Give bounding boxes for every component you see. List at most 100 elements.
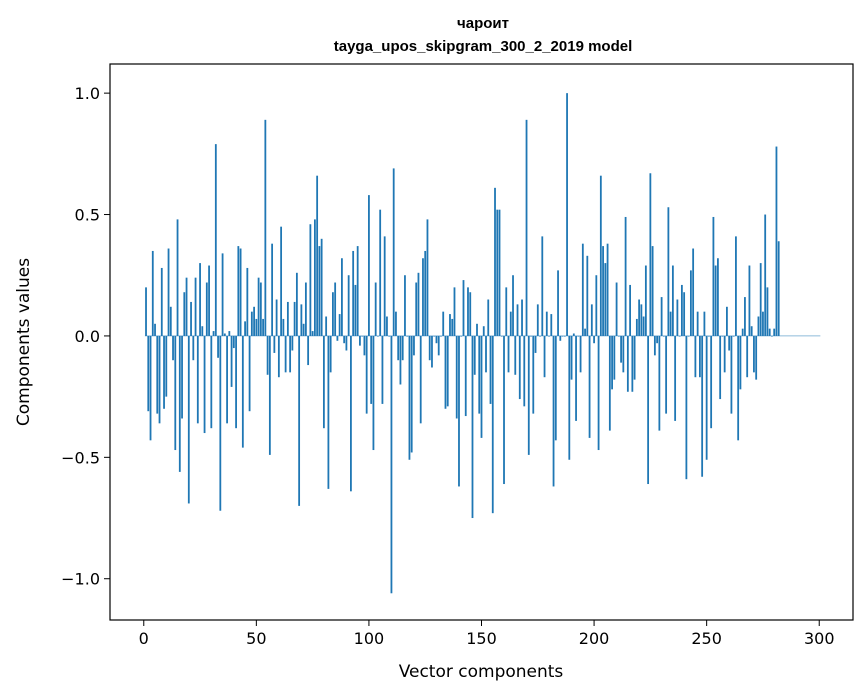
bar-126 xyxy=(426,219,429,336)
bar-161 xyxy=(505,287,508,336)
bar-87 xyxy=(338,314,341,336)
bar-208 xyxy=(611,335,613,390)
bar-184 xyxy=(557,270,559,336)
bar-281 xyxy=(775,146,778,336)
bar-61 xyxy=(280,226,283,336)
bar-124 xyxy=(422,258,424,336)
bar-10 xyxy=(165,335,168,397)
bar-172 xyxy=(530,335,532,337)
bar-141 xyxy=(460,335,463,337)
bar-229 xyxy=(658,335,661,431)
bar-22 xyxy=(192,335,195,361)
bar-267 xyxy=(744,297,746,336)
bar-213 xyxy=(622,335,625,373)
bar-258 xyxy=(723,335,726,373)
bar-114 xyxy=(399,335,402,385)
bar-6 xyxy=(156,335,159,414)
bar-265 xyxy=(739,335,742,390)
bar-200 xyxy=(593,335,595,344)
bar-177 xyxy=(541,236,544,336)
bar-182 xyxy=(552,335,555,487)
x-axis-label: Vector components xyxy=(399,662,564,682)
bar-260 xyxy=(728,335,731,351)
bar-259 xyxy=(726,306,728,336)
bar-12 xyxy=(169,306,172,336)
bar-244 xyxy=(692,248,695,336)
bar-153 xyxy=(487,299,490,336)
bar-168 xyxy=(521,299,523,336)
x-tick-label-50: 50 xyxy=(246,629,266,648)
bar-27 xyxy=(203,335,206,434)
x-tick-label-300: 300 xyxy=(804,629,835,648)
bar-147 xyxy=(473,335,476,375)
bar-53 xyxy=(262,318,264,336)
bar-187 xyxy=(563,335,566,337)
bar-103 xyxy=(374,282,377,336)
bar-272 xyxy=(755,335,758,380)
bar-18 xyxy=(183,292,186,336)
bar-204 xyxy=(602,246,604,336)
bar-86 xyxy=(336,335,339,341)
bar-23 xyxy=(194,277,197,336)
bar-145 xyxy=(469,292,472,336)
bar-3 xyxy=(149,335,152,441)
bar-268 xyxy=(746,335,749,378)
bar-197 xyxy=(586,255,589,336)
bar-280 xyxy=(773,328,776,336)
bar-163 xyxy=(509,311,512,336)
bar-73 xyxy=(307,335,310,366)
bar-121 xyxy=(415,282,418,336)
x-tick-label-250: 250 xyxy=(691,629,722,648)
bar-137 xyxy=(451,318,454,336)
bar-228 xyxy=(656,335,659,344)
bar-81 xyxy=(325,316,328,336)
bar-152 xyxy=(485,335,487,373)
bar-180 xyxy=(548,335,550,337)
bar-252 xyxy=(710,335,713,429)
bar-139 xyxy=(455,335,458,419)
bar-101 xyxy=(370,335,373,404)
bar-26 xyxy=(201,326,204,336)
bar-236 xyxy=(674,335,677,421)
bar-249 xyxy=(703,311,706,336)
bar-75 xyxy=(311,331,314,336)
bar-234 xyxy=(669,311,672,336)
bar-78 xyxy=(318,246,321,336)
bar-225 xyxy=(649,173,652,336)
chart-subtitle: tayga_upos_skipgram_300_2_2019 model xyxy=(334,38,633,55)
bar-270 xyxy=(750,326,753,336)
bar-143 xyxy=(464,335,467,417)
bar-74 xyxy=(309,224,312,336)
bar-90 xyxy=(345,335,348,351)
bar-205 xyxy=(604,263,607,336)
bar-156 xyxy=(494,187,496,336)
bar-64 xyxy=(286,301,289,336)
bar-122 xyxy=(417,272,420,336)
bar-48 xyxy=(250,311,253,336)
bar-135 xyxy=(446,335,449,407)
bar-133 xyxy=(442,311,445,336)
bar-66 xyxy=(291,335,294,351)
x-axis: 0 50 100 150 200 250 300 xyxy=(139,620,835,648)
bar-39 xyxy=(230,335,233,387)
bar-274 xyxy=(759,263,762,336)
bar-230 xyxy=(660,297,663,336)
bar-149 xyxy=(478,335,481,414)
bar-263 xyxy=(735,236,737,336)
bar-130 xyxy=(435,335,438,344)
bar-264 xyxy=(737,335,740,441)
bar-16 xyxy=(178,335,181,472)
bar-21 xyxy=(190,301,192,336)
y-tick-label-1: −0.5 xyxy=(61,448,100,467)
bar-185 xyxy=(559,335,562,341)
bar-212 xyxy=(620,335,622,363)
bar-24 xyxy=(196,335,199,424)
x-tick-label-200: 200 xyxy=(579,629,610,648)
bar-28 xyxy=(205,282,208,336)
bar-206 xyxy=(606,243,609,336)
bar-233 xyxy=(667,207,670,336)
bar-246 xyxy=(696,311,699,336)
bar-98 xyxy=(363,335,366,356)
bar-5 xyxy=(154,323,156,336)
bar-193 xyxy=(577,335,580,337)
